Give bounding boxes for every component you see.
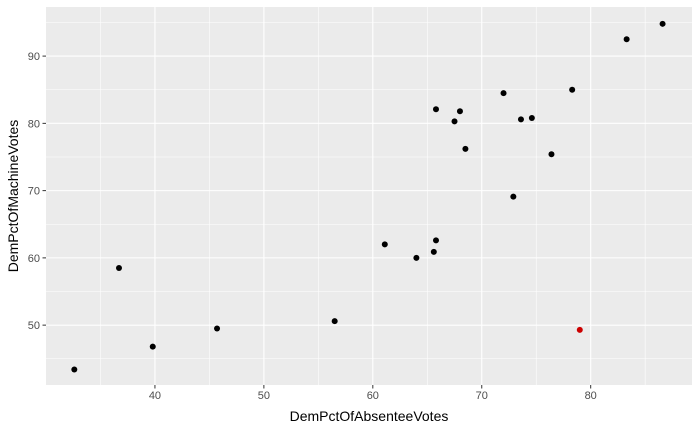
data-point	[214, 325, 221, 332]
data-point	[500, 90, 507, 97]
data-point	[71, 366, 78, 373]
data-point	[432, 106, 439, 113]
highlighted-data-point	[576, 326, 583, 333]
data-point	[456, 108, 463, 115]
data-point	[451, 118, 458, 125]
minor-gridlines	[46, 7, 692, 385]
data-point	[623, 36, 630, 43]
data-point	[115, 264, 122, 271]
data-point	[462, 145, 469, 152]
data-point	[430, 248, 437, 255]
x-tick-label: 60	[367, 390, 379, 402]
data-point	[432, 237, 439, 244]
data-point	[659, 20, 666, 27]
y-tick-label: 50	[28, 320, 40, 332]
axis-ticks	[42, 55, 592, 389]
tick-labels: 40 50 60 70 80 50 60 70 80 90	[28, 51, 597, 402]
data-point	[510, 193, 517, 200]
x-tick-label: 70	[476, 390, 488, 402]
plot-panel	[46, 7, 692, 385]
data-point	[548, 151, 555, 158]
data-point	[528, 114, 535, 121]
data-points	[71, 20, 666, 373]
y-tick-label: 70	[28, 186, 40, 198]
x-tick-label: 50	[258, 390, 270, 402]
data-point	[149, 343, 156, 350]
y-tick-label: 60	[28, 253, 40, 265]
y-tick-label: 90	[28, 51, 40, 63]
data-point	[517, 116, 524, 123]
y-tick-label: 80	[28, 118, 40, 130]
y-axis-title: DemPctOfMachineVotes	[5, 120, 21, 273]
x-tick-label: 40	[149, 390, 161, 402]
x-tick-label: 80	[585, 390, 597, 402]
data-point	[569, 86, 576, 93]
data-point	[331, 318, 338, 325]
data-point	[413, 254, 420, 261]
major-gridlines	[46, 7, 692, 385]
x-axis-title: DemPctOfAbsenteeVotes	[290, 408, 449, 424]
data-point	[381, 241, 388, 248]
